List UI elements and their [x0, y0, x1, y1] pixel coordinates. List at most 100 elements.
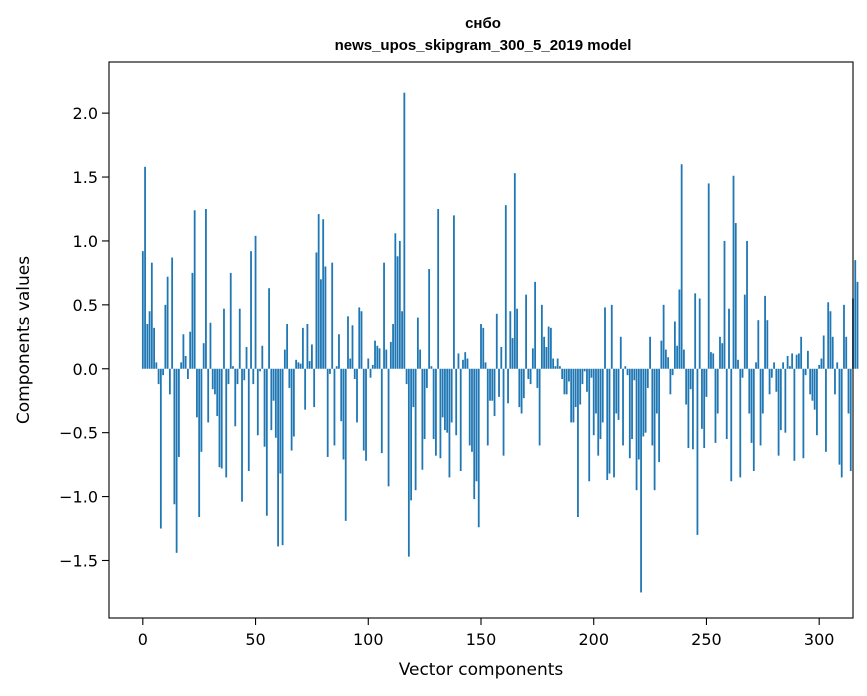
bar: [173, 368, 176, 505]
bar: [304, 368, 307, 410]
bar: [214, 368, 216, 395]
bar: [468, 368, 471, 446]
bar: [498, 368, 500, 397]
bar: [407, 368, 410, 557]
bar: [651, 368, 654, 446]
bar: [552, 358, 555, 369]
y-axis-label: Components values: [14, 256, 34, 424]
bar: [827, 302, 830, 369]
x-tick-label: 150: [466, 630, 497, 649]
bar: [159, 368, 162, 529]
bar: [840, 368, 843, 478]
bar: [473, 368, 476, 500]
bar: [493, 368, 496, 417]
bar: [766, 320, 769, 369]
bar: [784, 368, 787, 433]
bar: [746, 240, 748, 369]
bar: [854, 260, 857, 369]
bar: [491, 368, 494, 401]
bar: [732, 175, 735, 369]
bar: [626, 368, 629, 376]
bar: [317, 214, 320, 369]
bar: [768, 368, 771, 395]
bar: [511, 338, 514, 369]
bar: [829, 311, 832, 369]
bar: [423, 368, 426, 440]
bar: [227, 368, 230, 385]
bar: [689, 368, 692, 390]
bar: [198, 368, 201, 518]
bar: [730, 368, 733, 482]
bar: [234, 368, 237, 427]
bar: [166, 276, 169, 369]
bar: [450, 368, 453, 423]
bar: [385, 349, 388, 369]
chart-title: снбо: [465, 15, 501, 32]
bar: [572, 368, 575, 423]
bar: [392, 324, 394, 369]
bar: [324, 266, 327, 369]
bar: [270, 368, 273, 431]
bar: [196, 368, 198, 418]
bar: [245, 347, 248, 369]
bar: [448, 368, 451, 478]
bar: [207, 368, 210, 423]
bar: [261, 345, 264, 369]
bar: [660, 340, 663, 369]
bar: [398, 240, 401, 369]
bar: [383, 262, 385, 369]
bar: [367, 358, 370, 369]
bar: [655, 368, 658, 414]
bar: [545, 347, 548, 369]
bar: [376, 345, 379, 369]
bar: [687, 368, 690, 449]
bar: [277, 368, 279, 547]
bar: [486, 368, 489, 446]
bar: [421, 368, 424, 470]
bar: [146, 324, 149, 369]
bar: [295, 359, 298, 369]
bar: [502, 368, 505, 456]
bar: [554, 366, 557, 369]
y-tick-label: 1.0: [73, 232, 98, 251]
bar: [349, 358, 352, 369]
bar: [606, 368, 609, 480]
bar: [637, 368, 640, 460]
bar: [579, 368, 582, 405]
bar: [288, 368, 291, 388]
bar: [360, 311, 363, 369]
bar: [836, 362, 839, 369]
bar: [795, 354, 798, 369]
bar: [225, 368, 228, 478]
bar: [770, 368, 773, 378]
bar: [673, 321, 676, 369]
bar: [590, 368, 593, 378]
bar: [563, 368, 566, 395]
bar: [721, 343, 724, 369]
bar: [259, 368, 261, 372]
bar: [353, 368, 356, 379]
bar: [633, 368, 636, 381]
bar: [155, 362, 158, 369]
bar: [588, 368, 591, 482]
bar: [365, 368, 367, 461]
bar: [775, 368, 778, 392]
bar: [292, 368, 295, 437]
bar: [396, 256, 399, 369]
bar: [263, 368, 266, 447]
bar: [150, 262, 153, 369]
bar: [387, 368, 390, 487]
bar: [658, 368, 661, 463]
bar: [807, 350, 809, 369]
bar: [475, 368, 478, 482]
bar: [615, 368, 618, 414]
bar: [283, 349, 286, 369]
bar: [507, 368, 509, 404]
bar: [489, 368, 491, 401]
bar: [453, 215, 455, 369]
bar: [649, 336, 651, 369]
bar: [315, 252, 318, 369]
bar: [405, 368, 408, 385]
bar: [272, 368, 275, 401]
bar: [522, 368, 525, 399]
